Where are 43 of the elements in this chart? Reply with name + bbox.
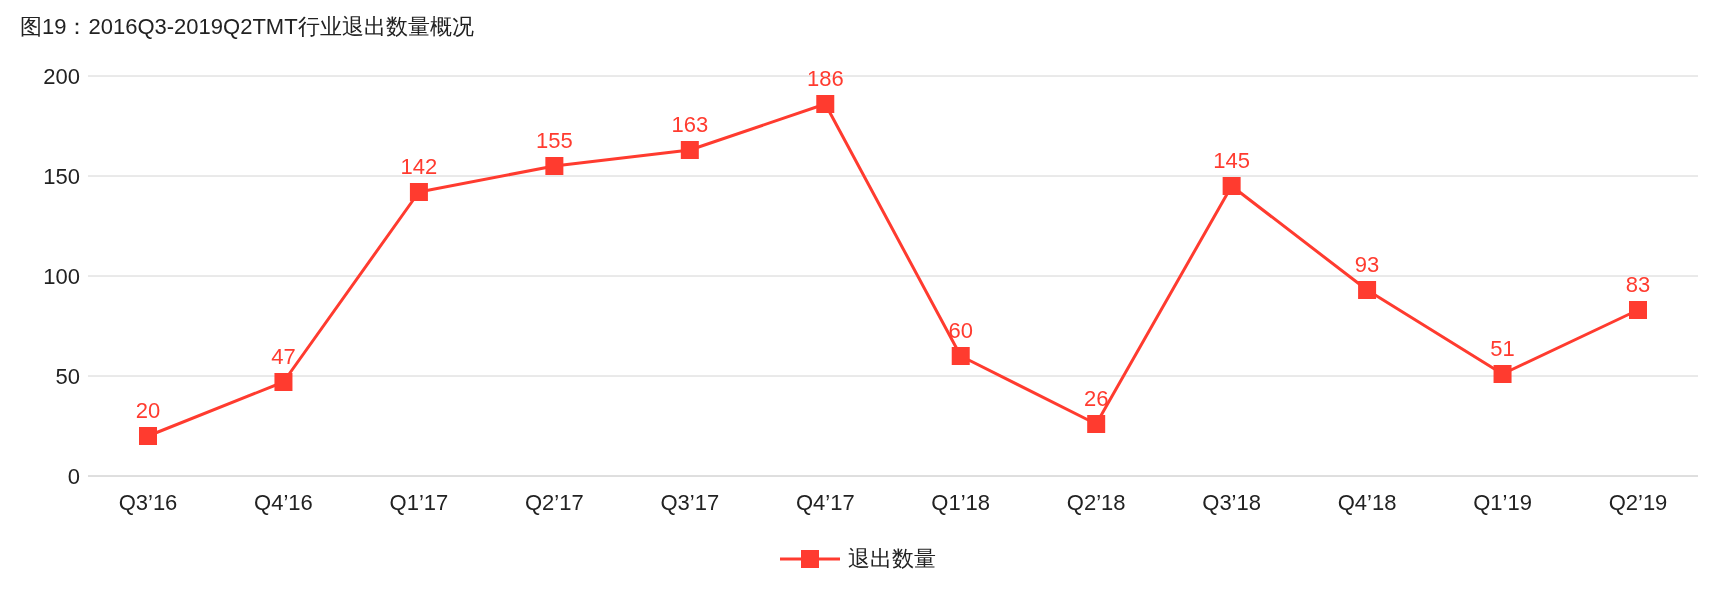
point [1629, 301, 1647, 319]
x-tick-label: Q1’19 [1473, 489, 1532, 515]
point [139, 427, 157, 445]
chart-title: 图19：2016Q3-2019Q2TMT行业退出数量概况 [19, 13, 475, 41]
y-tick-label: 150 [43, 163, 80, 189]
point [680, 141, 699, 159]
x-tick-label: Q2’19 [1608, 489, 1668, 515]
data-label: 145 [1213, 148, 1250, 173]
data-label: 60 [948, 318, 973, 343]
data-label: 26 [1083, 386, 1109, 411]
x-tick-label: Q3’16 [118, 489, 178, 515]
legend-label: 退出数量 [848, 545, 936, 573]
y-tick-label: 200 [43, 63, 80, 89]
x-tick-label: Q2’18 [1066, 489, 1126, 515]
x-tick-label: Q4’17 [795, 489, 855, 515]
x-tick-label: Q1’18 [931, 489, 991, 515]
point [951, 347, 970, 365]
point [816, 95, 835, 113]
x-tick-label: Q4’16 [254, 489, 313, 515]
y-tick-label: 100 [43, 263, 80, 289]
point [274, 373, 293, 391]
data-label: 155 [536, 128, 573, 153]
data-label: 93 [1354, 252, 1380, 277]
y-tick-label: 50 [55, 363, 80, 389]
data-label: 47 [271, 344, 296, 369]
data-label: 20 [135, 398, 161, 423]
point [409, 183, 428, 201]
data-label: 51 [1490, 336, 1515, 361]
point [1222, 177, 1241, 195]
x-tick-label: Q3’17 [660, 489, 720, 515]
x-tick-label: Q1’17 [389, 489, 449, 515]
data-label: 142 [400, 154, 438, 179]
data-label: 186 [806, 66, 844, 91]
data-label: 83 [1625, 272, 1651, 297]
x-tick-label: Q4’18 [1337, 489, 1397, 515]
point [1493, 365, 1512, 383]
data-label: 163 [671, 112, 709, 137]
x-tick-label: Q3’18 [1202, 489, 1261, 515]
x-tick-label: Q2’17 [525, 489, 584, 515]
point [545, 157, 564, 175]
point [1358, 281, 1377, 299]
point [1087, 415, 1106, 433]
y-tick-label: 0 [67, 463, 80, 489]
